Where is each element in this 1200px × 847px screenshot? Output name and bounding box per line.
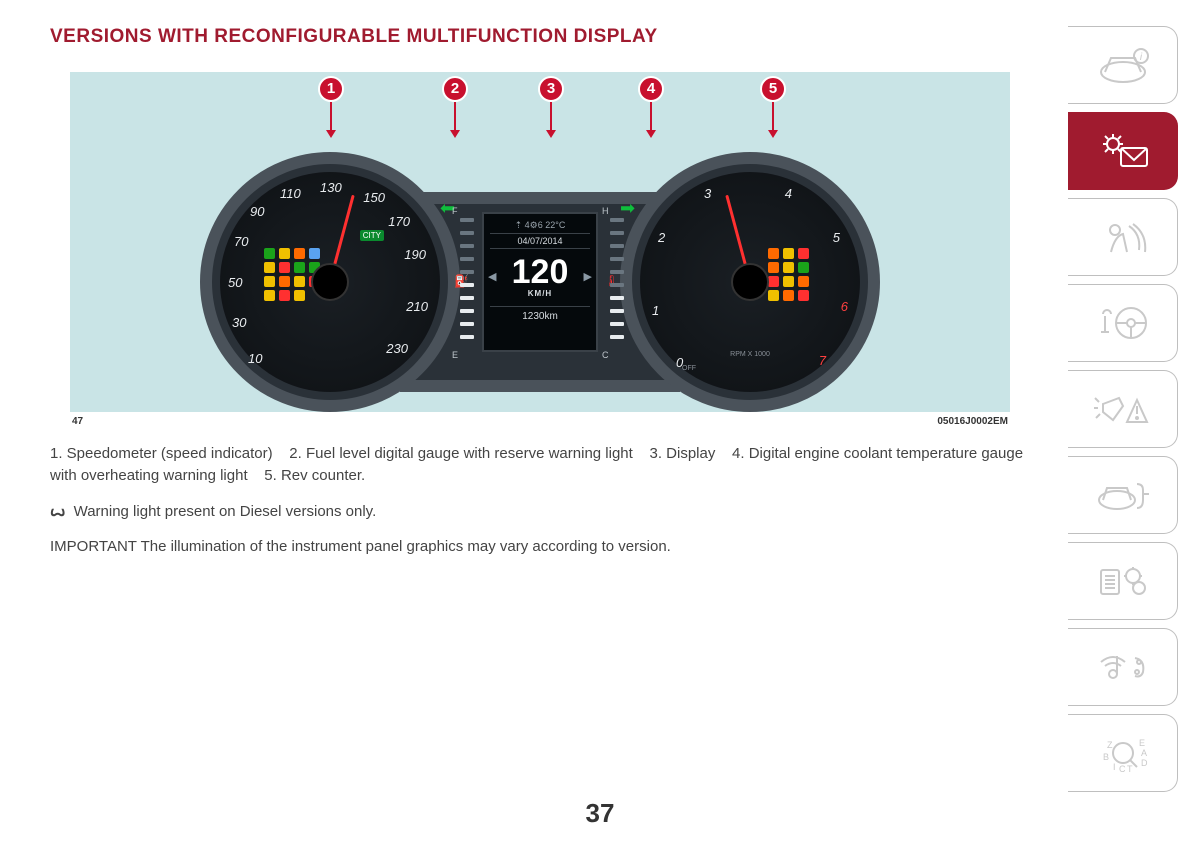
instrument-cluster: 10 30 50 70 90 110 130 150 170 190 210 2… — [200, 132, 880, 412]
svg-text:E: E — [1139, 738, 1145, 748]
figure-ref-code: 05016J0002EM — [937, 416, 1008, 427]
tab-media-nav[interactable] — [1068, 628, 1178, 706]
city-badge: CITY — [360, 230, 384, 241]
svg-text:A: A — [1141, 748, 1147, 758]
tab-index[interactable]: ZB EAD CT I — [1068, 714, 1178, 792]
callout-4: 4 — [638, 76, 664, 138]
tab-settings[interactable] — [1068, 542, 1178, 620]
speedometer: 10 30 50 70 90 110 130 150 170 190 210 2… — [200, 152, 460, 412]
center-display: ⇡ 4⚙6 22°C 04/07/2014 ◀ ▶ 120 KM/H 1230k… — [482, 212, 598, 352]
page-title: VERSIONS WITH RECONFIGURABLE MULTIFUNCTI… — [50, 26, 1050, 48]
lcd-status-line: ⇡ 4⚙6 22°C — [484, 214, 596, 231]
callout-5: 5 — [760, 76, 786, 138]
svg-text:C: C — [1119, 764, 1126, 774]
figure-legend: 1. Speedometer (speed indicator) 2. Fuel… — [50, 443, 1050, 558]
tab-lights-warning[interactable] — [1068, 370, 1178, 448]
section-tabs: i ZB EAD CT I — [1068, 26, 1178, 792]
lcd-speed-value: 120 — [484, 255, 596, 289]
callout-3: 3 — [538, 76, 564, 138]
diesel-note: Warning light present on Diesel versions… — [74, 503, 377, 520]
temp-gauge: H C 🌡 — [604, 210, 626, 356]
svg-text:I: I — [1113, 762, 1116, 772]
lcd-right-arrow-icon: ▶ — [584, 270, 592, 283]
page-number: 37 — [586, 798, 615, 829]
svg-text:D: D — [1141, 758, 1148, 768]
svg-text:B: B — [1103, 752, 1109, 762]
off-label: OFF — [682, 365, 696, 372]
callout-1: 1 — [318, 76, 344, 138]
figure-index: 47 — [72, 416, 83, 427]
svg-text:T: T — [1127, 764, 1133, 774]
diesel-symbol: ꙍ — [50, 503, 63, 520]
fuel-gauge: F E ⛽ — [454, 210, 476, 356]
tab-steering[interactable] — [1068, 284, 1178, 362]
svg-text:i: i — [1139, 52, 1142, 63]
lcd-odometer: 1230km — [490, 306, 590, 322]
rpm-label: RPM X 1000 — [730, 351, 770, 358]
lcd-left-arrow-icon: ◀ — [488, 270, 496, 283]
svg-text:Z: Z — [1107, 740, 1113, 750]
tach-warning-lights — [768, 248, 816, 301]
tab-service[interactable] — [1068, 456, 1178, 534]
tab-messages[interactable] — [1068, 112, 1178, 190]
callout-2: 2 — [442, 76, 468, 138]
lcd-date: 04/07/2014 — [490, 233, 590, 249]
important-note: IMPORTANT The illumination of the instru… — [50, 536, 1050, 558]
instrument-cluster-figure: 12345 10 30 50 70 90 110 130 150 170 — [70, 72, 1010, 412]
tab-safety[interactable] — [1068, 198, 1178, 276]
lcd-speed-unit: KM/H — [484, 289, 596, 298]
tab-vehicle-info[interactable]: i — [1068, 26, 1178, 104]
tachometer: 0 1 2 3 4 5 6 7 RPM X 1000 OFF — [620, 152, 880, 412]
